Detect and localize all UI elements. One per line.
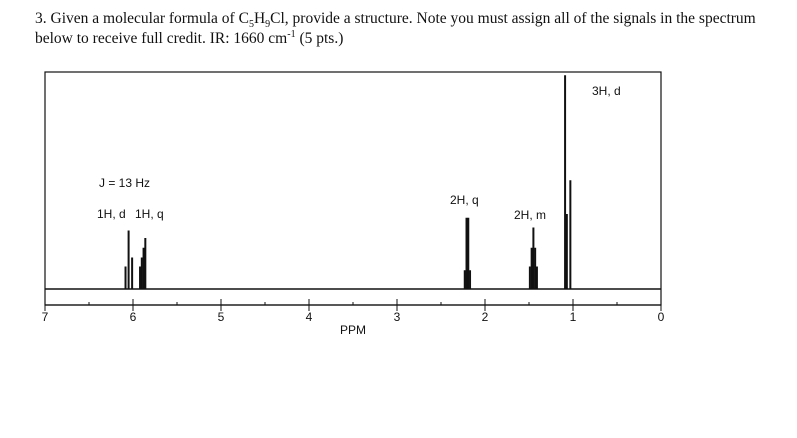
question-text: 3. Given a molecular formula of C5H9Cl, … [35, 9, 775, 49]
x-axis-label: PPM [340, 323, 366, 337]
question-body: provide a structure. Note you must assig… [35, 10, 756, 47]
question-points: (5 pts.) [299, 30, 344, 47]
tick-label-4: 4 [306, 310, 313, 324]
x-axis-ticks: 7 6 5 4 3 2 1 0 [42, 299, 665, 324]
annotation-3h-d: 3H, d [592, 84, 621, 98]
ir-unit-superscript: -1 [287, 28, 296, 40]
tick-label-0: 0 [658, 310, 665, 324]
tick-label-1: 1 [570, 310, 577, 324]
peak-2 [139, 238, 147, 289]
peak-1 [124, 230, 134, 289]
tick-label-7: 7 [42, 310, 49, 324]
peak-group [124, 75, 572, 289]
peak-5 [565, 180, 572, 289]
annotation-1h-d: 1H, d [97, 207, 126, 221]
tick-label-5: 5 [218, 310, 225, 324]
annotation-2h-m: 2H, m [514, 208, 546, 222]
annotation-1h-q: 1H, q [135, 207, 164, 221]
question-number: 3. [35, 10, 47, 27]
tick-label-3: 3 [394, 310, 401, 324]
tick-label-2: 2 [482, 310, 489, 324]
peak-3 [463, 217, 472, 289]
peak-4 [528, 227, 538, 289]
molecular-formula: C5H9Cl, [238, 10, 289, 31]
tick-label-6: 6 [130, 310, 137, 324]
annotation-2h-q: 2H, q [450, 193, 479, 207]
question-intro: Given a molecular formula of [50, 10, 235, 27]
annotation-j-coupling: J = 13 Hz [99, 176, 150, 190]
